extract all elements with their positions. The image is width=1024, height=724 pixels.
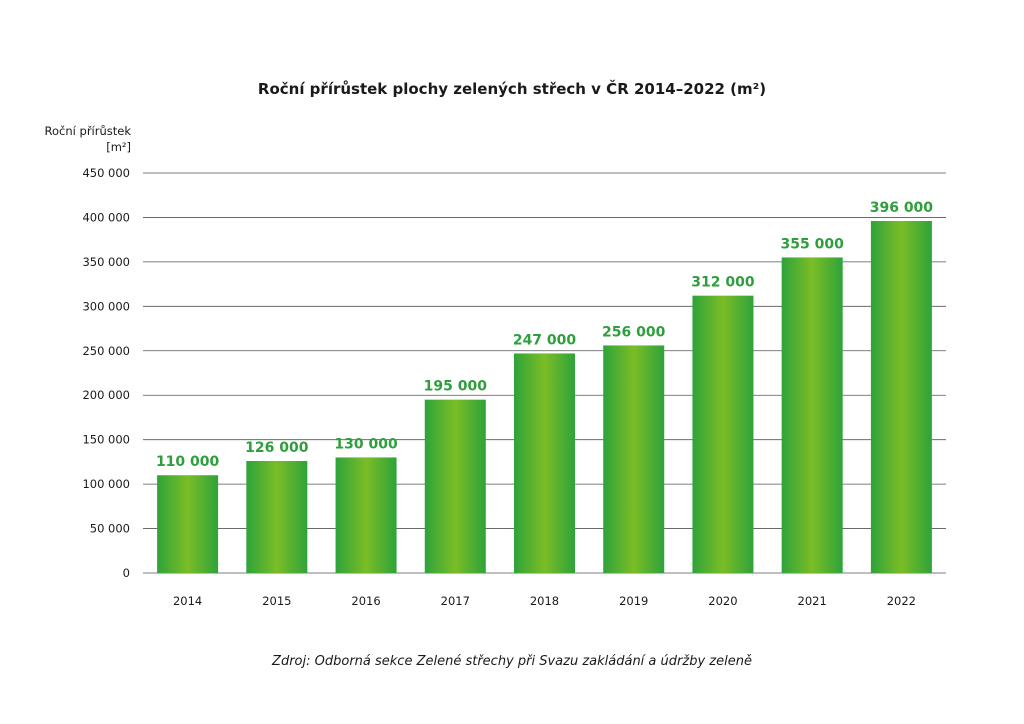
bar-2022 [870,221,932,573]
source-note: Zdroj: Odborná sekce Zelené střechy při … [271,654,752,669]
x-tick-label-2021: 2021 [798,594,827,608]
y-tick-label: 150 000 [82,433,130,447]
y-tick-label: 50 000 [90,522,130,536]
x-axis-ticks: 2014 2015 2016 2017 2018 2019 2020 2021 2022 [173,594,916,608]
bar-2020 [692,295,754,573]
y-tick-label: 0 [123,566,130,580]
value-label-2017: 195 000 [424,379,488,395]
value-label-2019: 256 000 [602,324,666,340]
y-tick-label: 250 000 [82,344,130,358]
value-label-2022: 396 000 [870,200,934,216]
x-tick-label-2022: 2022 [887,594,916,608]
bar-2016 [335,457,397,573]
bar-2015 [246,461,308,573]
bar-2017 [424,399,486,573]
bar-2019 [603,345,665,573]
bar-2018 [514,353,575,573]
bars [157,221,932,573]
y-tick-label: 200 000 [82,388,130,402]
x-tick-label-2015: 2015 [262,594,291,608]
x-tick-label-2017: 2017 [441,594,470,608]
value-label-2018: 247 000 [513,332,577,348]
x-tick-label-2020: 2020 [708,594,737,608]
x-tick-label-2019: 2019 [619,594,648,608]
y-tick-label: 400 000 [82,210,130,224]
y-axis-label-line1: Roční přírůstek [45,124,132,138]
y-tick-label: 450 000 [82,166,130,180]
value-labels: 110 000 126 000 130 000 195 000 247 000 256 0… [156,200,933,470]
chart-title: Roční přírůstek plochy zelených střech v… [258,79,766,98]
value-label-2020: 312 000 [691,275,755,291]
value-label-2016: 130 000 [334,436,398,452]
x-tick-label-2016: 2016 [351,594,380,608]
bar-2021 [781,257,843,573]
value-label-2021: 355 000 [781,236,845,252]
x-tick-label-2018: 2018 [530,594,559,608]
y-tick-label: 100 000 [82,477,130,491]
y-tick-label: 350 000 [82,255,130,269]
y-axis-label-line2: [m²] [106,140,131,154]
y-axis-ticks: 0 50 000 100 000 150 000 200 000 250 000 300 0… [82,166,130,580]
x-tick-label-2014: 2014 [173,594,202,608]
value-label-2014: 110 000 [156,454,220,470]
bar-2014 [157,475,219,573]
y-tick-label: 300 000 [82,299,130,313]
value-label-2015: 126 000 [245,440,309,456]
